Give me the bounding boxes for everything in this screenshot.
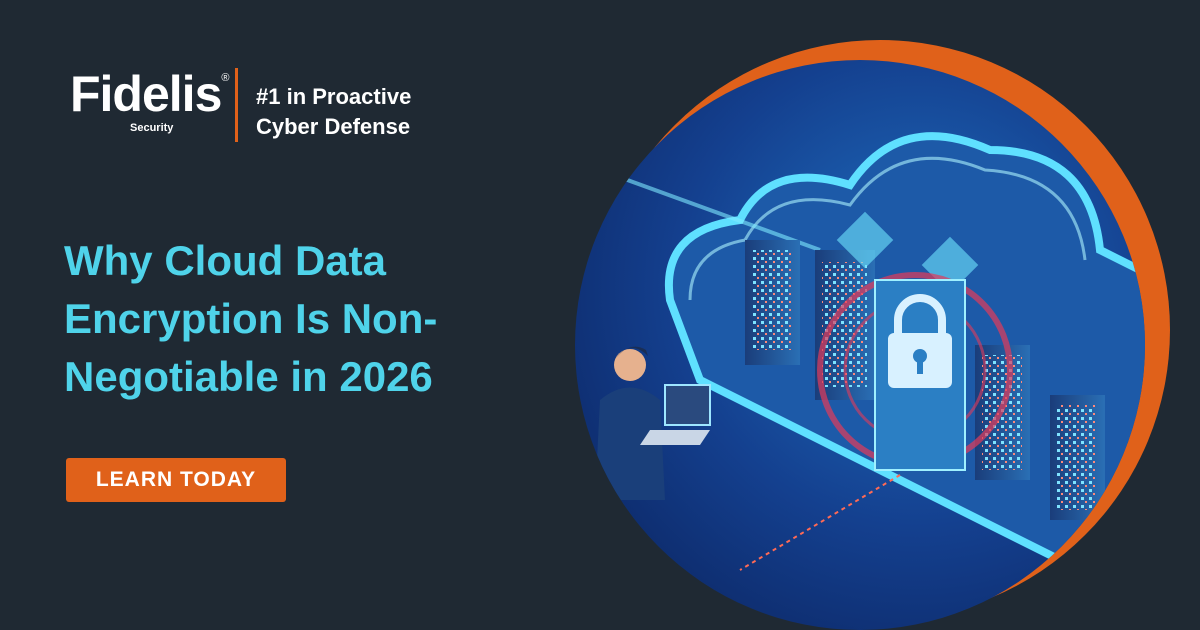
headline-line: Why Cloud Data [64,237,386,284]
logo-brand: Fidelis [70,66,222,122]
headline-line: Negotiable in 2026 [64,353,433,400]
person [595,346,711,500]
divider [235,68,238,142]
cloud-scene [595,132,1145,571]
tagline-line: Cyber Defense [256,114,411,139]
headline-line: Encryption Is Non- [64,295,438,342]
tagline-line: #1 in Proactive [256,84,412,109]
servers [745,211,1105,520]
logo: Fidelis® Security [70,66,230,134]
logo-mark: ® [221,72,230,84]
lock-icon [888,294,952,388]
headline: Why Cloud Data Encryption Is Non- Negoti… [64,232,437,406]
logo-sub: Security [130,122,174,134]
cta-button[interactable]: LEARN TODAY [66,458,286,502]
tagline: #1 in Proactive Cyber Defense [256,82,411,142]
